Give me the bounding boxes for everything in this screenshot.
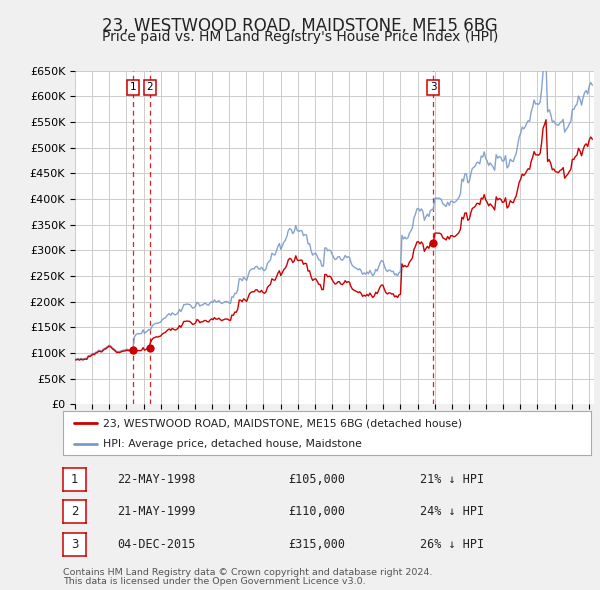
Text: 22-MAY-1998: 22-MAY-1998: [117, 473, 196, 486]
Text: £315,000: £315,000: [288, 537, 345, 551]
Text: 04-DEC-2015: 04-DEC-2015: [117, 537, 196, 551]
Text: 21% ↓ HPI: 21% ↓ HPI: [420, 473, 484, 486]
Text: 23, WESTWOOD ROAD, MAIDSTONE, ME15 6BG: 23, WESTWOOD ROAD, MAIDSTONE, ME15 6BG: [102, 17, 498, 35]
Text: 1: 1: [130, 82, 136, 92]
Text: £105,000: £105,000: [288, 473, 345, 486]
Text: £110,000: £110,000: [288, 505, 345, 519]
Text: Contains HM Land Registry data © Crown copyright and database right 2024.: Contains HM Land Registry data © Crown c…: [63, 568, 433, 577]
Text: 1: 1: [71, 473, 78, 486]
Text: 3: 3: [430, 82, 437, 92]
Text: 2: 2: [71, 505, 78, 519]
Text: 21-MAY-1999: 21-MAY-1999: [117, 505, 196, 519]
Text: 3: 3: [71, 537, 78, 551]
Text: HPI: Average price, detached house, Maidstone: HPI: Average price, detached house, Maid…: [103, 438, 361, 448]
Text: 23, WESTWOOD ROAD, MAIDSTONE, ME15 6BG (detached house): 23, WESTWOOD ROAD, MAIDSTONE, ME15 6BG (…: [103, 418, 462, 428]
Text: This data is licensed under the Open Government Licence v3.0.: This data is licensed under the Open Gov…: [63, 577, 365, 586]
Text: 26% ↓ HPI: 26% ↓ HPI: [420, 537, 484, 551]
Text: Price paid vs. HM Land Registry's House Price Index (HPI): Price paid vs. HM Land Registry's House …: [102, 30, 498, 44]
Text: 24% ↓ HPI: 24% ↓ HPI: [420, 505, 484, 519]
Text: 2: 2: [147, 82, 154, 92]
